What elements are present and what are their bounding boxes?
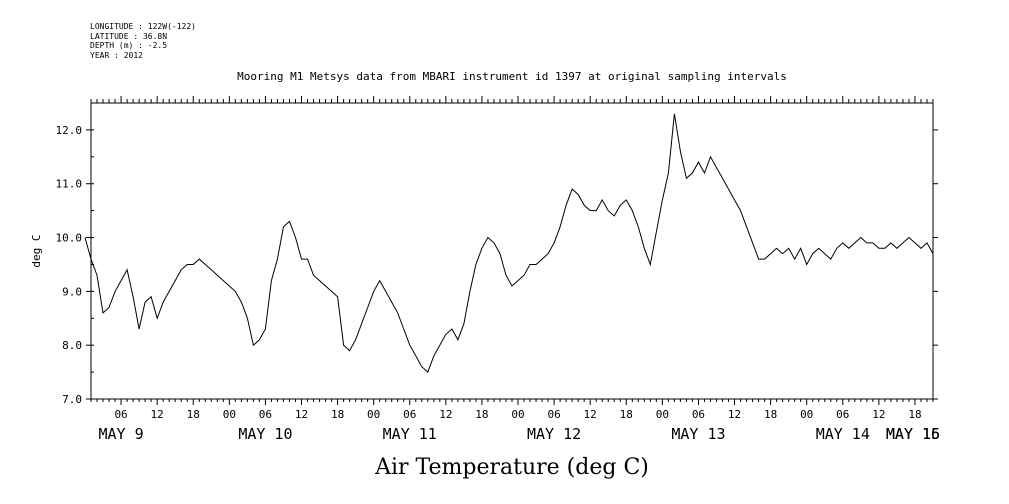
x-hour-tick-label: 18	[187, 408, 200, 421]
chart-title: Mooring M1 Metsys data from MBARI instru…	[237, 70, 787, 83]
y-tick-label: 9.0	[62, 285, 82, 298]
y-tick-label: 10.0	[56, 232, 83, 245]
depth-text: DEPTH (m) : -2.5	[90, 41, 168, 50]
x-hour-tick-label: 18	[764, 408, 777, 421]
x-hour-tick-label: 12	[584, 408, 597, 421]
x-day-label: MAY 15	[886, 425, 940, 443]
x-day-label: MAY 11	[383, 425, 437, 443]
plot-frame	[90, 102, 934, 400]
x-axis-title: Air Temperature (deg C)	[374, 455, 649, 480]
x-hour-tick-label: 00	[223, 408, 236, 421]
x-hour-tick-label: 00	[800, 408, 813, 421]
x-axis: 06 12 18 00 06 12 18 00 06 12 18 00 06 12 18 00 06 12 18 00…	[90, 96, 940, 443]
y-tick-label: 11.0	[56, 178, 83, 191]
longitude-text: LONGITUDE : 122W(-122)	[90, 22, 196, 31]
metadata-block: LONGITUDE : 122W(-122) LATITUDE : 36.8N …	[90, 22, 196, 60]
x-hour-tick-label: 06	[403, 408, 416, 421]
y-tick-label: 7.0	[62, 393, 82, 406]
x-day-label: MAY 14	[816, 425, 870, 443]
x-day-label: MAY 16	[886, 425, 940, 443]
x-hour-tick-label: 18	[331, 408, 344, 421]
x-hour-tick-label: 06	[259, 408, 272, 421]
x-hour-tick-label: 12	[872, 408, 885, 421]
x-hour-tick-label: 06	[692, 408, 705, 421]
x-hour-tick-label: 00	[656, 408, 669, 421]
x-hour-tick-label: 18	[620, 408, 633, 421]
y-tick-label: 12.0	[56, 124, 83, 137]
x-hour-tick-label: 12	[151, 408, 164, 421]
x-hour-tick-label: 12	[728, 408, 741, 421]
x-hour-tick-label: 18	[475, 408, 488, 421]
x-day-label: MAY 13	[671, 425, 725, 443]
x-hour-tick-label: 06	[114, 408, 127, 421]
x-day-label: MAY 9	[98, 425, 143, 443]
x-hour-tick-label: 00	[367, 408, 380, 421]
series-layer	[84, 113, 934, 373]
y-tick-label: 8.0	[62, 339, 82, 352]
air-temperature-line	[84, 113, 934, 373]
x-hour-tick-label: 18	[908, 408, 921, 421]
x-hour-tick-label: 12	[295, 408, 308, 421]
x-day-label: MAY 10	[238, 425, 292, 443]
x-hour-tick-label: 00	[511, 408, 524, 421]
x-hour-tick-label: 06	[547, 408, 560, 421]
y-axis-label: deg C	[30, 234, 43, 267]
x-hour-tick-label: 06	[836, 408, 849, 421]
year-text: YEAR : 2012	[90, 50, 143, 60]
x-day-label: MAY 12	[527, 425, 581, 443]
latitude-text: LATITUDE : 36.8N	[90, 31, 168, 41]
x-hour-tick-label: 12	[439, 408, 452, 421]
y-axis: 7.0 8.0 9.0 10.0 11.0 12.0	[56, 102, 938, 406]
